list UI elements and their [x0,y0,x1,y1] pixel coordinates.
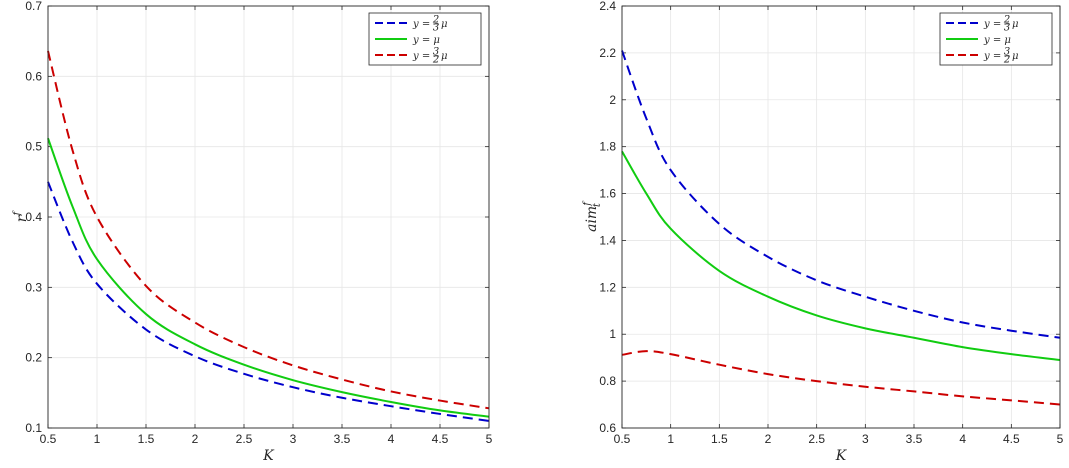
svg-text:y =: y = [412,19,430,30]
legend-label-2: y = μ [412,35,440,46]
y-tick-label: 2.4 [599,0,616,13]
x-tick-label: 3 [862,432,869,446]
y-tick-label: 0.1 [25,421,42,435]
legend-label-2: y = μ [983,35,1011,46]
x-tick-label: 2.5 [808,432,825,446]
x-tick-label: 3.5 [334,432,351,446]
svg-text:y =: y = [983,19,1001,30]
x-tick-label: 4.5 [432,432,449,446]
svg-text:rf: rf [12,210,30,223]
x-tick-label: 0.5 [40,432,57,446]
series-line-2 [621,150,1061,362]
y-tick-label: 1.2 [599,280,616,294]
x-tick-label: 2 [192,432,199,446]
x-axis-label: K [262,448,275,464]
svg-text:aimft: aimft [582,200,603,232]
series-line-1 [47,181,490,422]
svg-text:3: 3 [1004,23,1010,34]
x-tick-label: 4 [388,432,395,446]
x-tick-label: 5 [1057,432,1064,446]
legend-label-1: y = 23 μ [412,15,448,34]
x-tick-label: 1.5 [711,432,728,446]
axes-box [47,5,490,429]
legend: y = 23 μy = μy = 32 μ [368,12,482,66]
y-tick-label: 1.8 [599,140,616,154]
legend-label-3: y = 32 μ [412,47,448,66]
y-tick-label: 1 [609,327,616,341]
y-tick-label: 0.8 [599,374,616,388]
y-tick-label: 0.5 [25,140,42,154]
series-line-2 [47,137,490,418]
x-tick-label: 1 [94,432,101,446]
y-tick-label: 0.2 [25,351,42,365]
legend: y = 23 μy = μy = 32 μ [939,12,1053,66]
y-tick-label: 1.4 [599,233,616,247]
y-tick-label: 0.6 [25,69,42,83]
series-line-3 [621,350,1061,406]
x-tick-label: 4 [959,432,966,446]
svg-text:2: 2 [432,15,439,26]
svg-text:2: 2 [1003,55,1010,66]
svg-text:μ: μ [1012,51,1019,62]
x-tick-label: 4.5 [1003,432,1020,446]
x-tick-label: 2 [765,432,772,446]
x-tick-label: 2.5 [236,432,253,446]
svg-text:y = μ: y = μ [412,35,440,46]
x-tick-label: 1 [667,432,674,446]
y-tick-label: 0.3 [25,280,42,294]
y-tick-label: 0.6 [599,421,616,435]
x-tick-label: 5 [486,432,493,446]
axes-box [621,5,1061,429]
x-tick-label: 3 [290,432,297,446]
legend-label-1: y = 23 μ [983,15,1019,34]
y-tick-label: 1.6 [599,187,616,201]
svg-text:2: 2 [432,55,439,66]
svg-text:3: 3 [433,23,439,34]
legend-label-3: y = 32 μ [983,47,1019,66]
svg-text:y = μ: y = μ [983,35,1011,46]
plot-area [622,6,1060,428]
y-tick-label: 0.7 [25,0,42,13]
y-axis-label: rf [12,210,30,223]
svg-text:2: 2 [1003,15,1010,26]
y-tick-label: 0.4 [25,210,42,224]
svg-text:3: 3 [433,47,439,58]
x-tick-label: 0.5 [614,432,631,446]
svg-text:3: 3 [1004,47,1010,58]
chart-2: 0.5 1 1.5 2 2.5 3 3.5 4 4.5 5 0.6 0.8 1 1.2 1.4 1.6 1.8 2… [582,0,1064,464]
svg-text:y =: y = [983,51,1001,62]
y-axis-label: aimft [582,200,603,232]
svg-text:μ: μ [441,19,448,30]
svg-text:μ: μ [1012,19,1019,30]
x-tick-label: 3.5 [906,432,923,446]
y-tick-label: 2 [609,93,616,107]
series-line-3 [47,50,490,410]
x-tick-label: 1.5 [138,432,155,446]
chart-1: 0.5 1 1.5 2 2.5 3 3.5 4 4.5 5 0.1 0.2 0.3 0.4 0.5 0.6 0.… [12,0,493,464]
x-axis-label: K [835,448,848,464]
svg-text:y =: y = [412,51,430,62]
y-tick-label: 2.2 [599,46,616,60]
svg-text:μ: μ [441,51,448,62]
